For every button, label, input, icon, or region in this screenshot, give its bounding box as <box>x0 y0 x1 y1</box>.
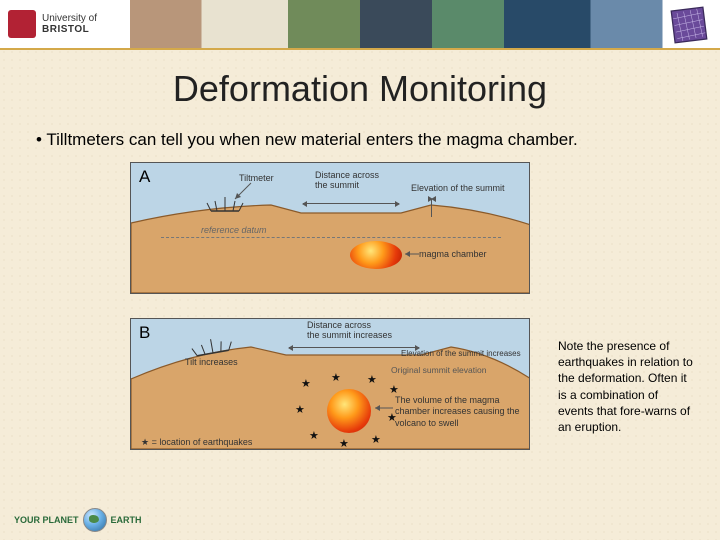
side-note: Note the presence of earthquakes in rela… <box>558 338 693 435</box>
diagram-b: B Tilt increases Distance acrossthe summ… <box>130 318 530 450</box>
university-name: BRISTOL <box>42 24 97 35</box>
tiltmeter-pointer-a <box>233 181 253 201</box>
eq-star: ★ <box>371 433 381 446</box>
diagram-b-letter: B <box>139 323 150 343</box>
original-label-b: Original summit elevation <box>391 365 486 375</box>
earth-sciences-logo <box>664 0 714 50</box>
footer-left: YOUR PLANET <box>14 515 79 525</box>
globe-icon <box>83 508 107 532</box>
magma-label-b: The volume of the magma chamber increase… <box>395 395 523 429</box>
eq-star: ★ <box>331 371 341 384</box>
magma-chamber-a <box>350 241 402 269</box>
tilt-label-b: Tilt increases <box>185 357 238 367</box>
ref-label-a: reference datum <box>201 225 267 235</box>
distance-arrow-a <box>303 203 399 204</box>
footer-logo: YOUR PLANET EARTH <box>14 508 142 532</box>
eq-star: ★ <box>367 373 377 386</box>
elevation-line-a <box>431 199 432 217</box>
distance-label-a: Distance acrossthe summit <box>315 171 379 191</box>
eq-star: ★ <box>339 437 349 450</box>
distance-arrow-b <box>289 347 419 348</box>
footer-right: EARTH <box>111 515 142 525</box>
university-top: University of <box>42 13 97 24</box>
elevation-label-a: Elevation of the summit <box>411 183 505 193</box>
magma-chamber-b <box>327 389 371 433</box>
eq-star: ★ <box>295 403 305 416</box>
diagram-a: A Tiltmeter Distance acrossthe summit El… <box>130 162 530 294</box>
distance-label-b: Distance acrossthe summit increases <box>307 321 392 341</box>
legend-b: ★ = location of earthquakes <box>141 437 252 448</box>
ref-datum-a <box>161 237 501 238</box>
magma-label-a: magma chamber <box>419 249 487 260</box>
diagram-wrap: A Tiltmeter Distance acrossthe summit El… <box>130 162 530 450</box>
diagram-a-letter: A <box>139 167 150 187</box>
tiltmeter-icon-b <box>191 335 235 359</box>
university-logo: University of BRISTOL <box>0 0 130 48</box>
page-title: Deformation Monitoring <box>0 68 720 110</box>
magma-pointer-a <box>403 249 421 259</box>
magma-pointer-b <box>373 403 395 413</box>
header-banner: University of BRISTOL <box>0 0 720 50</box>
bullet-text: Tilltmeters can tell you when new materi… <box>36 130 684 150</box>
elevation-label-b: Elevation of the summit increases <box>401 349 521 358</box>
bristol-crest-icon <box>8 10 36 38</box>
eq-star: ★ <box>301 377 311 390</box>
eq-star: ★ <box>309 429 319 442</box>
